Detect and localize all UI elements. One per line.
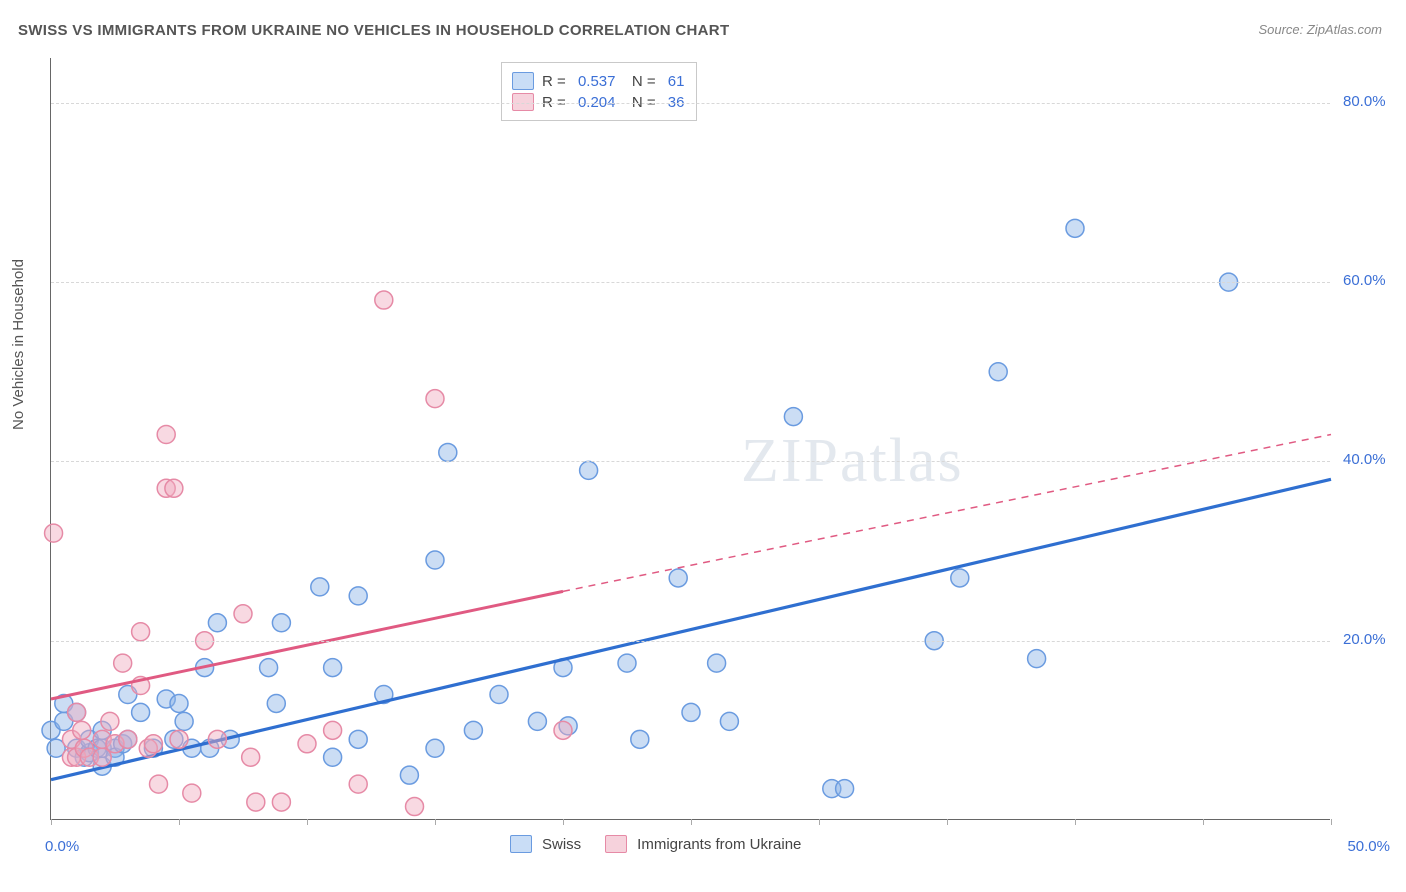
x-tick-label: 50.0% — [1347, 838, 1390, 855]
scatter-point — [272, 793, 290, 811]
gridline-h — [51, 461, 1330, 462]
scatter-point — [247, 793, 265, 811]
x-tick — [819, 819, 820, 825]
scatter-point — [208, 730, 226, 748]
scatter-point — [1028, 650, 1046, 668]
scatter-point — [682, 703, 700, 721]
scatter-point — [375, 291, 393, 309]
plot-area: ZIPatlas R = 0.537 N = 61R = 0.204 N = 3… — [50, 58, 1330, 820]
x-tick — [435, 819, 436, 825]
stats-n-label: N = — [623, 73, 659, 90]
scatter-point — [272, 614, 290, 632]
gridline-h — [51, 641, 1330, 642]
scatter-point — [183, 784, 201, 802]
scatter-point — [618, 654, 636, 672]
gridline-h — [51, 282, 1330, 283]
x-tick — [947, 819, 948, 825]
scatter-point — [324, 748, 342, 766]
y-axis-title: No Vehicles in Household — [10, 259, 27, 430]
scatter-point — [464, 721, 482, 739]
legend-label: Immigrants from Ukraine — [637, 836, 801, 853]
scatter-point — [132, 623, 150, 641]
scatter-point — [267, 694, 285, 712]
source-attribution: Source: ZipAtlas.com — [1258, 22, 1382, 37]
scatter-point — [68, 703, 86, 721]
scatter-point — [720, 712, 738, 730]
stats-r-value: 0.537 — [578, 73, 616, 90]
scatter-point — [175, 712, 193, 730]
scatter-point — [242, 748, 260, 766]
y-tick-label: 80.0% — [1343, 93, 1386, 110]
x-tick — [51, 819, 52, 825]
x-tick — [1331, 819, 1332, 825]
scatter-point — [554, 721, 572, 739]
x-tick — [1075, 819, 1076, 825]
scatter-point — [528, 712, 546, 730]
y-tick-label: 60.0% — [1343, 272, 1386, 289]
scatter-point — [406, 798, 424, 816]
scatter-point — [324, 721, 342, 739]
scatter-point — [150, 775, 168, 793]
scatter-point — [311, 578, 329, 596]
scatter-point — [580, 461, 598, 479]
scatter-point — [426, 390, 444, 408]
trend-line — [51, 479, 1331, 779]
scatter-point — [439, 443, 457, 461]
scatter-point — [114, 654, 132, 672]
scatter-point — [426, 551, 444, 569]
scatter-point — [73, 721, 91, 739]
scatter-point — [324, 659, 342, 677]
legend-label: Swiss — [542, 836, 581, 853]
chart-title: SWISS VS IMMIGRANTS FROM UKRAINE NO VEHI… — [18, 22, 729, 39]
x-tick — [1203, 819, 1204, 825]
gridline-h — [51, 103, 1330, 104]
scatter-point — [708, 654, 726, 672]
scatter-point — [144, 735, 162, 753]
stats-row: R = 0.537 N = 61 — [512, 72, 684, 90]
scatter-point — [784, 408, 802, 426]
legend-swatch — [510, 835, 532, 853]
chart-svg — [51, 58, 1330, 819]
scatter-point — [298, 735, 316, 753]
scatter-point — [101, 712, 119, 730]
scatter-point — [234, 605, 252, 623]
scatter-point — [45, 524, 63, 542]
scatter-point — [1066, 219, 1084, 237]
trend-line — [51, 591, 563, 699]
scatter-point — [669, 569, 687, 587]
stats-swatch — [512, 72, 534, 90]
scatter-point — [836, 780, 854, 798]
scatter-point — [349, 775, 367, 793]
scatter-point — [170, 730, 188, 748]
x-tick — [563, 819, 564, 825]
scatter-point — [170, 694, 188, 712]
scatter-point — [157, 426, 175, 444]
stats-r-label: R = — [542, 73, 570, 90]
scatter-point — [208, 614, 226, 632]
scatter-point — [119, 730, 137, 748]
scatter-point — [989, 363, 1007, 381]
scatter-point — [165, 479, 183, 497]
x-tick-label: 0.0% — [45, 838, 79, 855]
scatter-point — [951, 569, 969, 587]
x-tick — [691, 819, 692, 825]
scatter-point — [260, 659, 278, 677]
scatter-point — [631, 730, 649, 748]
scatter-point — [132, 703, 150, 721]
y-tick-label: 40.0% — [1343, 451, 1386, 468]
series-legend: Swiss Immigrants from Ukraine — [510, 835, 815, 853]
scatter-point — [426, 739, 444, 757]
x-tick — [307, 819, 308, 825]
legend-swatch — [605, 835, 627, 853]
scatter-point — [490, 685, 508, 703]
x-tick — [179, 819, 180, 825]
scatter-point — [349, 587, 367, 605]
scatter-point — [400, 766, 418, 784]
stats-legend: R = 0.537 N = 61R = 0.204 N = 36 — [501, 62, 697, 121]
scatter-point — [349, 730, 367, 748]
stats-n-value: 61 — [668, 73, 685, 90]
y-tick-label: 20.0% — [1343, 631, 1386, 648]
